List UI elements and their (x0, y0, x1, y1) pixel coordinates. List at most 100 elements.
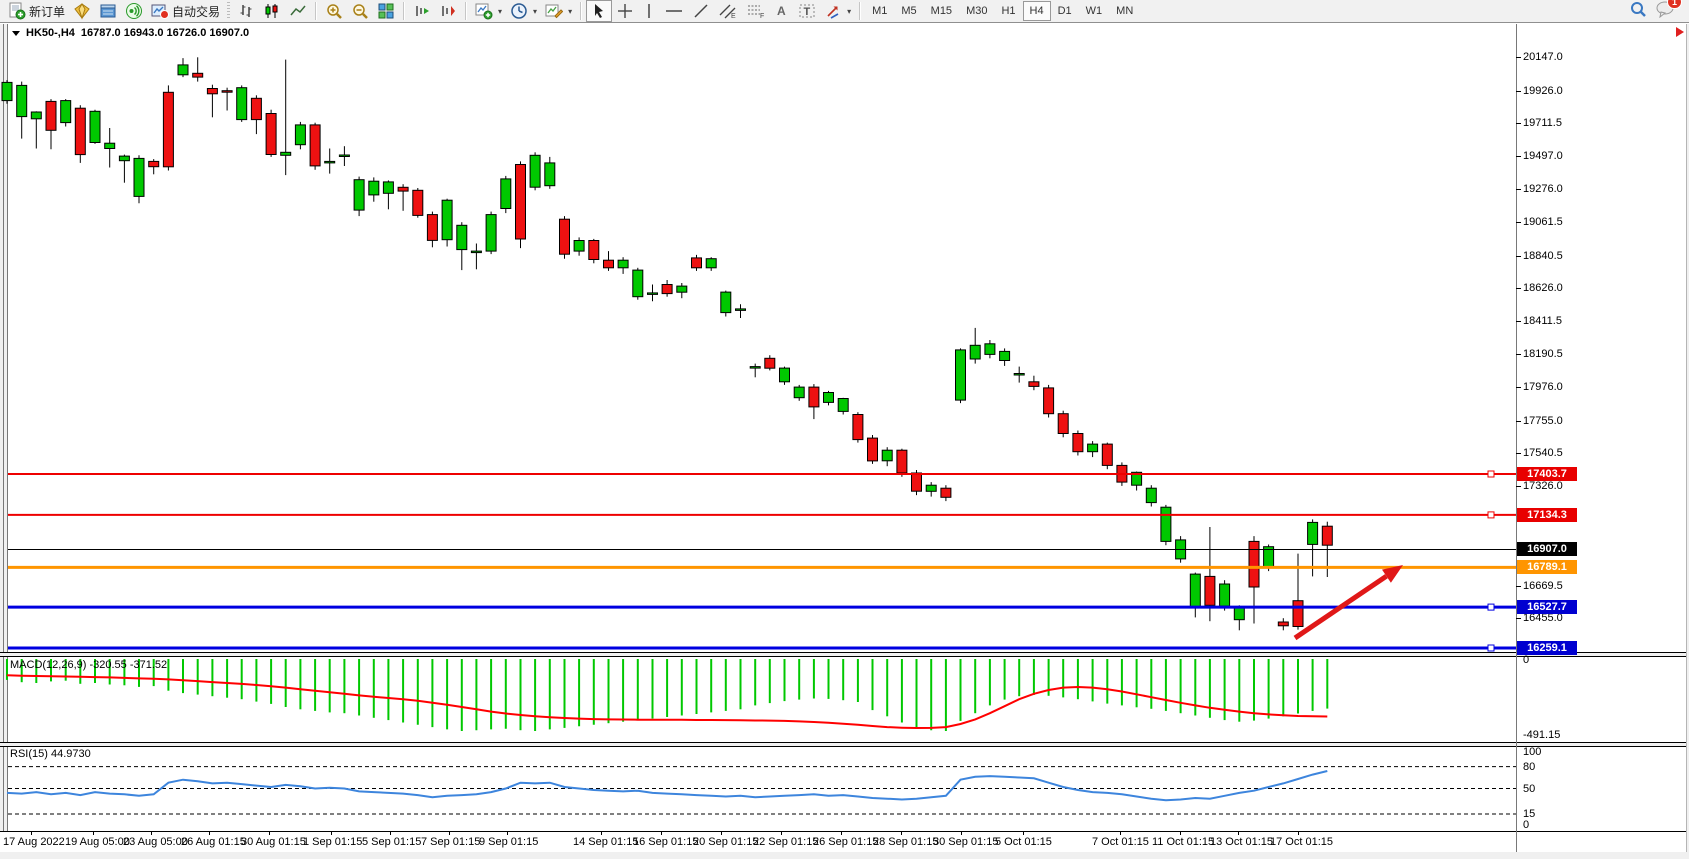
time-tick-mark (507, 831, 508, 835)
line-chart-button[interactable] (285, 0, 311, 22)
time-tick-label: 30 Sep 01:15 (933, 836, 999, 848)
price-tick-mark (1516, 156, 1521, 157)
zoom-out-button[interactable] (347, 0, 373, 22)
auto-scroll-icon (439, 2, 457, 20)
timeframe-mn[interactable]: MN (1116, 5, 1134, 17)
price-tick-label: 19061.5 (1523, 216, 1563, 228)
time-axis-strip (0, 832, 1689, 852)
bar-chart-button[interactable] (233, 0, 259, 22)
time-tick-mark (209, 831, 210, 835)
panel-separator-fill (0, 653, 1689, 656)
text-label-button[interactable]: T (794, 0, 820, 22)
auto-trading-label: 自动交易 (172, 4, 221, 19)
time-tick-mark (151, 831, 152, 835)
price-tick-mark (1516, 123, 1521, 124)
notification-badge: 1 (1667, 0, 1682, 9)
crosshair-icon (616, 2, 634, 20)
candlestick-chart-button[interactable] (259, 0, 285, 22)
templates-button[interactable] (541, 0, 576, 22)
indicators-button[interactable] (471, 0, 506, 22)
panel-separator[interactable] (0, 652, 1689, 653)
price-tick-label: 19711.5 (1523, 117, 1562, 129)
time-tick-label: 17 Aug 2022 (3, 836, 65, 848)
bar-chart-icon (237, 2, 255, 20)
timeframe-w1[interactable]: W1 (1085, 5, 1103, 17)
auto-scroll-button[interactable] (435, 0, 461, 22)
zoom-in-icon (325, 2, 343, 20)
vertical-line-button[interactable] (638, 0, 660, 22)
profile-button[interactable] (69, 0, 95, 22)
rsi-axis-label: 15 (1523, 808, 1536, 820)
fibonacci-icon: F (746, 2, 766, 20)
time-tick-label: 5 Oct 01:15 (995, 836, 1052, 848)
shift-end-button[interactable] (409, 0, 435, 22)
price-tick-mark (1516, 421, 1521, 422)
channel-icon: E (718, 2, 738, 20)
time-tick-label: 7 Oct 01:15 (1092, 836, 1149, 848)
fibonacci-button[interactable]: F (742, 0, 770, 22)
timeframe-m15[interactable]: M15 (930, 5, 953, 17)
toolbar-separator (580, 2, 583, 20)
crosshair-button[interactable] (612, 0, 638, 22)
window-bottom-edge (0, 852, 1689, 859)
indicators-icon (475, 2, 493, 20)
price-line-badge: 16259.1 (1517, 641, 1577, 655)
time-tick-label: 20 Sep 01:15 (693, 836, 759, 848)
zoom-in-button[interactable] (321, 0, 347, 22)
rsi-axis-label: 0 (1523, 819, 1530, 831)
auto-trading-button[interactable]: 自动交易 (147, 0, 224, 22)
price-tick-label: 16669.5 (1523, 580, 1563, 592)
price-tick-mark (1516, 618, 1521, 619)
tile-windows-button[interactable] (373, 0, 399, 22)
timeframe-h1[interactable]: H1 (1001, 5, 1016, 17)
rsi-axis-label: 80 (1523, 761, 1536, 773)
sound-button[interactable] (121, 0, 147, 22)
price-tick-label: 16455.0 (1523, 612, 1563, 624)
chart-canvas[interactable] (0, 0, 1516, 859)
macd-value: -320.55 (89, 659, 127, 671)
periods-button[interactable] (506, 0, 541, 22)
chat-button[interactable]: 1 (1655, 0, 1682, 23)
cursor-icon (590, 2, 608, 20)
timeframe-m30[interactable]: M30 (966, 5, 988, 17)
timeframe-h4[interactable]: H4 (1022, 1, 1051, 21)
time-tick-label: 19 Aug 05:00 (65, 836, 130, 848)
arrows-icon (824, 2, 842, 20)
horizontal-line-button[interactable] (660, 0, 688, 22)
time-tick-mark (31, 831, 32, 835)
text-button[interactable]: A (770, 0, 794, 22)
search-icon[interactable] (1629, 0, 1647, 23)
cursor-button[interactable] (586, 0, 613, 22)
price-tick-mark (1516, 256, 1521, 257)
time-axis-border (0, 831, 1689, 832)
arrows-button[interactable] (820, 0, 855, 22)
new-order-label: 新订单 (29, 4, 66, 19)
toolbar-separator (403, 2, 406, 20)
price-tick-label: 19276.0 (1523, 183, 1563, 195)
new-order-button[interactable]: 新订单 (4, 0, 69, 22)
panel-separator[interactable] (0, 742, 1689, 743)
trendline-button[interactable] (688, 0, 714, 22)
price-tick-mark (1516, 354, 1521, 355)
chart-left-border (7, 24, 8, 852)
price-tick-mark (1516, 486, 1521, 487)
collapse-icon[interactable] (12, 30, 20, 36)
text-icon: A (774, 2, 790, 20)
timeframe-d1[interactable]: D1 (1057, 5, 1072, 17)
time-tick-mark (901, 831, 902, 835)
vertical-line-icon (642, 2, 656, 20)
price-tick-label: 18840.5 (1523, 250, 1563, 262)
price-tick-mark (1516, 288, 1521, 289)
time-tick-mark (781, 831, 782, 835)
macd-signal-value: -371.52 (129, 659, 168, 671)
time-tick-mark (661, 831, 662, 835)
toolbar-grip (227, 2, 231, 20)
market-watch-button[interactable] (95, 0, 121, 22)
time-tick-label: 7 Sep 01:15 (421, 836, 481, 848)
timeframe-m1[interactable]: M1 (872, 5, 888, 17)
timeframe-m5[interactable]: M5 (901, 5, 917, 17)
scroll-end-marker-icon[interactable] (1676, 27, 1684, 37)
rsi-value: 44.9730 (50, 748, 91, 760)
channel-button[interactable]: E (714, 0, 742, 22)
